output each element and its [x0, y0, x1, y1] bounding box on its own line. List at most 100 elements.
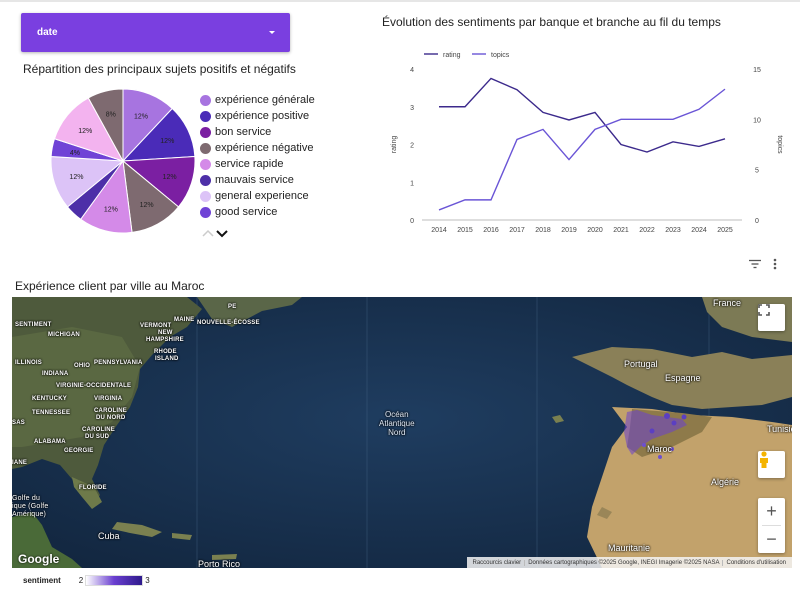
legend-item[interactable]: general experience — [200, 188, 315, 204]
series-line-rating[interactable] — [439, 77, 726, 153]
x-tick-label: 2024 — [691, 227, 707, 234]
pager-arrows — [202, 229, 228, 238]
pie-slice-label: 12% — [163, 174, 177, 181]
zoom-in-button[interactable]: + — [766, 501, 777, 521]
map-label: VIRGINIE-OCCIDENTALE — [56, 383, 132, 389]
date-filter-dropdown[interactable]: date — [21, 13, 290, 52]
legend-pager — [200, 226, 240, 240]
map-label: CAROLINE — [82, 427, 115, 433]
chevron-up-icon[interactable] — [202, 229, 214, 237]
legend-label: topics — [491, 52, 510, 59]
country-label-tunisie: Tunisie — [767, 424, 792, 434]
legend-item[interactable]: good service — [200, 204, 315, 220]
pie-chart-title: Répartition des principaux sujets positi… — [23, 62, 296, 76]
x-tick-label: 2020 — [587, 227, 603, 234]
legend-swatch — [200, 126, 211, 138]
country-label-portugal: Portugal — [624, 359, 658, 369]
legend-swatch — [200, 174, 211, 186]
zoom-out-button[interactable]: − — [766, 529, 777, 549]
street-view-button[interactable] — [758, 451, 785, 478]
legend-max: 3 — [145, 576, 150, 585]
terms-link[interactable]: Conditions d'utilisation — [726, 559, 786, 566]
legend-gradient — [85, 575, 144, 586]
map-label: TENNESSEE — [32, 410, 71, 416]
map-label: VERMONT — [140, 323, 172, 329]
x-tick-label: 2023 — [665, 227, 681, 234]
y-axis-title: rating — [391, 136, 398, 154]
y2-tick-label: 5 — [755, 168, 759, 175]
legend-swatch — [200, 142, 211, 154]
legend-item[interactable]: bon service — [200, 124, 315, 140]
filter-icon[interactable] — [747, 256, 763, 272]
legend-label: rating — [443, 52, 461, 59]
map-data-credit: Données cartographiques ©2025 Google, IN… — [525, 559, 724, 566]
x-tick-label: 2025 — [717, 227, 733, 234]
pegman-icon — [760, 451, 768, 468]
legend-min: 2 — [78, 576, 84, 585]
country-label-maroc: Maroc — [647, 444, 673, 454]
legend-item[interactable]: expérience positive — [200, 108, 315, 124]
map-label: DU SUD — [85, 434, 110, 440]
y-tick-label: 2 — [410, 143, 414, 150]
chevron-down-icon[interactable] — [216, 230, 228, 238]
google-logo: Google — [18, 552, 60, 566]
legend-item[interactable]: mauvais service — [200, 172, 315, 188]
pie-slice-label: 12% — [160, 138, 174, 145]
iberia-land — [572, 347, 792, 409]
map-label: MAINE — [174, 317, 195, 323]
map-label: OHIO — [74, 363, 91, 369]
x-tick-label: 2018 — [535, 227, 551, 234]
more-options-icon[interactable] — [767, 256, 783, 272]
pie-legend: expérience générale expérience positive bo… — [200, 92, 315, 220]
legend-label: good service — [215, 206, 278, 218]
map-label: DU NORD — [96, 415, 126, 421]
y-tick-label: 1 — [410, 180, 414, 187]
map-label: RHODE — [154, 349, 177, 355]
map-color-legend: sentiment 2 3 — [23, 575, 150, 586]
keyboard-shortcuts-link[interactable]: Raccourcis clavier — [470, 559, 526, 566]
date-filter-label: date — [37, 27, 58, 38]
legend-label: general experience — [215, 190, 309, 202]
map-label: HAMPSHIRE — [146, 337, 184, 343]
y-tick-label: 3 — [410, 105, 414, 112]
x-tick-label: 2021 — [613, 227, 629, 234]
x-tick-label: 2017 — [509, 227, 525, 234]
pie-slice-label: 8% — [106, 112, 116, 119]
legend-title: sentiment — [23, 576, 61, 585]
series-line-topics[interactable] — [438, 88, 726, 211]
line-chart-title: Évolution des sentiments par banque et b… — [382, 15, 721, 29]
x-tick-label: 2016 — [483, 227, 499, 234]
country-label-cuba: Cuba — [98, 531, 120, 541]
zoom-controls: + − — [758, 498, 785, 553]
map-view[interactable]: SENTIMENT MICHIGAN VERMONT MAINE NOUVELL… — [12, 297, 792, 568]
pie-slice-label: 4% — [70, 150, 80, 157]
map-label: MICHIGAN — [48, 332, 80, 338]
map-label: Amérique) — [12, 511, 47, 518]
morocco-highlight — [624, 410, 687, 455]
map-label: PE — [228, 304, 237, 310]
legend-item[interactable]: expérience générale — [200, 92, 315, 108]
line-chart[interactable]: 0 1 2 3 4 0 5 10 15 2014 2015 2016 2017 2018 2019 2020 2… — [380, 40, 790, 240]
map-label: FLORIDE — [79, 485, 107, 491]
map-label: ique (Golfe — [12, 503, 49, 510]
legend-swatch — [200, 158, 211, 170]
pie-slice-label: 12% — [104, 206, 118, 213]
pie-slice-label: 12% — [140, 202, 154, 209]
x-tick-label: 2019 — [561, 227, 577, 234]
cuba-island — [112, 522, 162, 537]
pie-slice[interactable] — [87, 88, 124, 162]
map-attribution: Raccourcis clavier Données cartographiqu… — [466, 557, 792, 568]
country-label-algerie: Algérie — [711, 477, 740, 487]
pie-chart[interactable]: 12% 12% 12% 12% 12% 12% 4% 12% 8% — [50, 86, 200, 236]
map-label: SENTIMENT — [15, 322, 52, 328]
legend-item[interactable]: expérience négative — [200, 140, 315, 156]
legend-label: expérience générale — [215, 94, 315, 106]
y-tick-label: 0 — [410, 218, 414, 225]
map-label: KENTUCKY — [32, 396, 67, 402]
legend-swatch — [200, 94, 211, 106]
fullscreen-button[interactable] — [758, 304, 785, 331]
map-label: IANE — [12, 460, 28, 466]
map-label: PENNSYLVANIA — [94, 360, 143, 366]
map-label: NOUVELLE-ÉCOSSE — [197, 320, 260, 326]
legend-item[interactable]: service rapide — [200, 156, 315, 172]
